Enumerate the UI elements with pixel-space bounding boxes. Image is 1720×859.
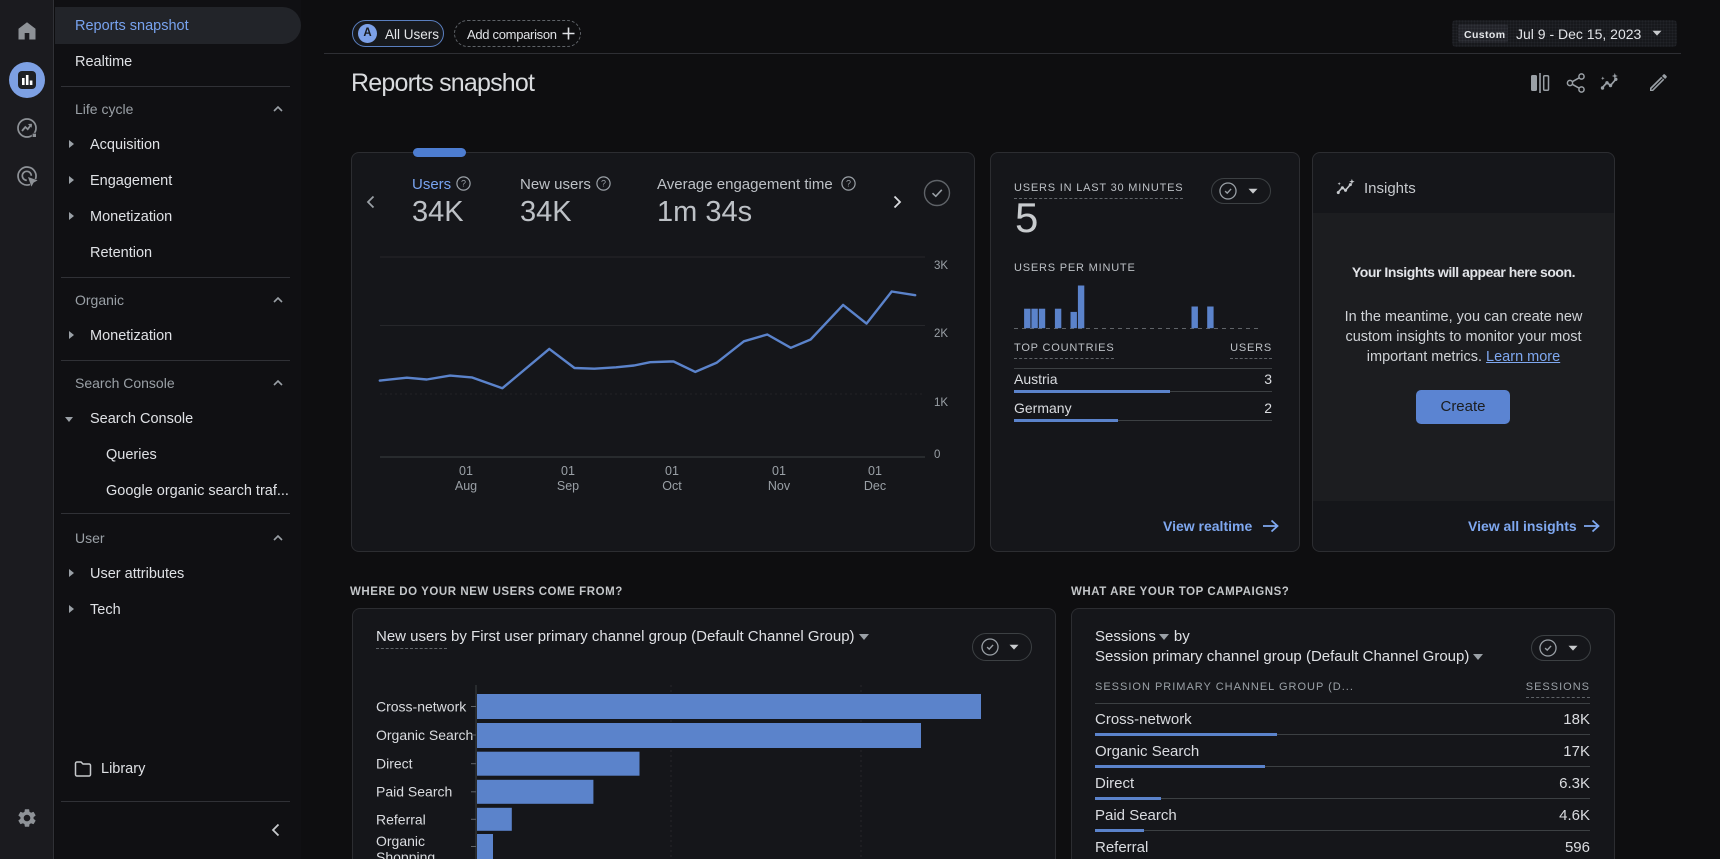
svg-text:Sep: Sep [557,479,579,493]
svg-text:Shopping: Shopping [376,849,435,859]
svg-text:Organic: Organic [376,833,425,849]
svg-text:Organic Search: Organic Search [376,727,473,743]
svg-text:Aug: Aug [455,479,477,493]
svg-text:Referral: Referral [376,812,426,828]
svg-text:?: ? [461,179,466,189]
svg-text:3K: 3K [934,260,948,272]
svg-text:01: 01 [772,464,786,478]
svg-text:01: 01 [665,464,679,478]
svg-text:01: 01 [561,464,575,478]
svg-text:Nov: Nov [768,479,791,493]
svg-text:2K: 2K [934,328,948,340]
svg-text:?: ? [846,179,851,189]
svg-text:Paid Search: Paid Search [376,784,452,800]
svg-text:0: 0 [934,449,940,461]
svg-text:01: 01 [459,464,473,478]
svg-text:Dec: Dec [864,479,886,493]
svg-text:?: ? [601,179,606,189]
svg-text:Cross-network: Cross-network [376,699,467,715]
svg-text:Direct: Direct [376,756,413,772]
svg-text:1K: 1K [934,397,948,409]
svg-text:01: 01 [868,464,882,478]
svg-text:Oct: Oct [662,479,682,493]
